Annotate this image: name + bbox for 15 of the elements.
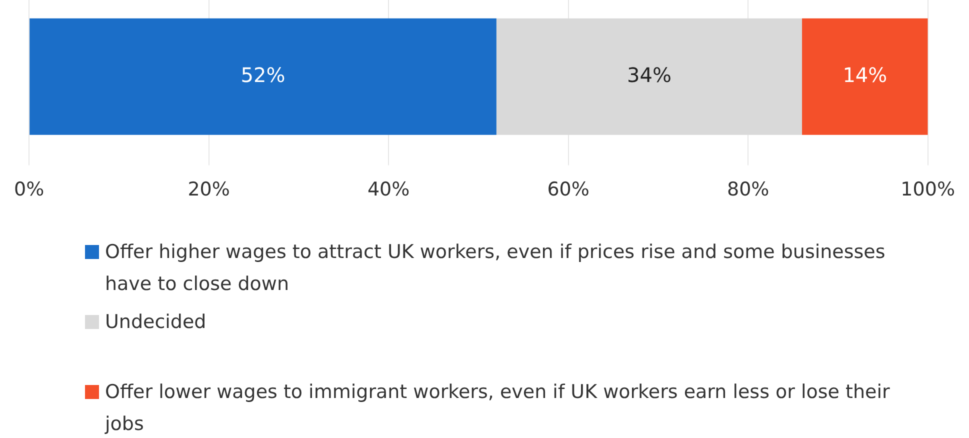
x-tick-label: 40%: [367, 178, 410, 201]
x-tick-label: 80%: [726, 178, 770, 201]
legend-label: Offer lower wages to immigrant workers, even if UK workers earn less or lose their jobs: [105, 380, 891, 437]
bar: [496, 18, 802, 135]
data-label: 34%: [626, 62, 672, 87]
data-label: 14%: [842, 62, 888, 87]
legend-label: Undecided: [105, 310, 206, 335]
x-tick-label: 100%: [900, 178, 956, 201]
bar: [802, 18, 928, 135]
x-tick-label: 60%: [547, 178, 590, 201]
legend-label: Offer higher wages to attract UK workers, even if prices rise and some businesses have to close down: [105, 240, 886, 297]
x-tick-label: 20%: [188, 178, 230, 201]
data-label: 52%: [240, 62, 286, 87]
bar: [30, 18, 496, 135]
x-tick-label: 0%: [14, 178, 44, 201]
